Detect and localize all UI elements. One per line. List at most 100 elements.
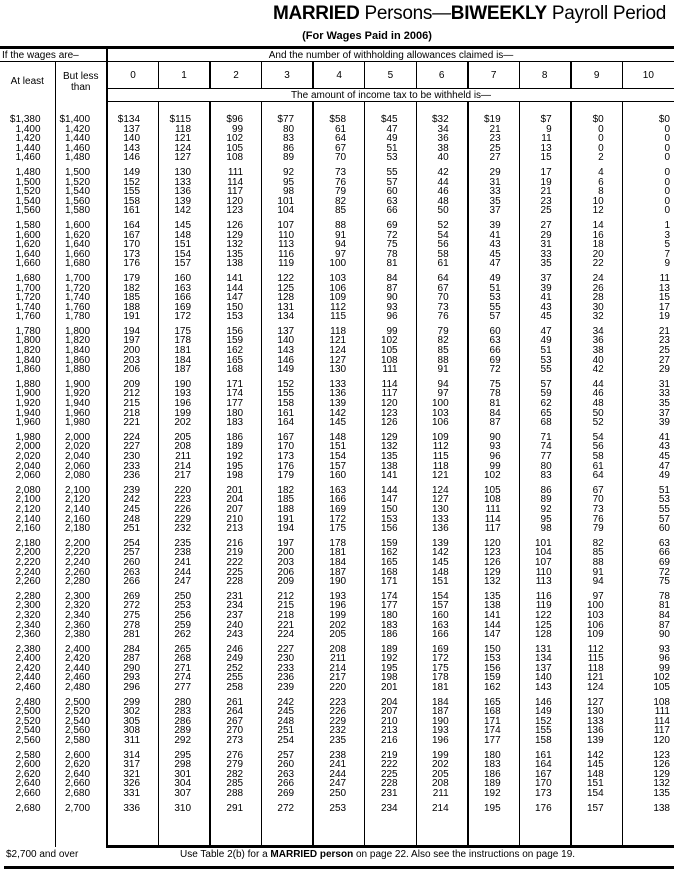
wage-but-less-than: 2,660: [54, 779, 108, 789]
table-row: 1,940 1,960 218 199 180 161 142 123 103 84 65 50 37: [0, 408, 674, 419]
tax-allowance-3: 95: [261, 177, 314, 188]
tax-allowance-8: 86: [518, 480, 571, 496]
over-limit-label: $2,700 and over: [6, 849, 79, 860]
tax-allowance-10: 66: [621, 548, 674, 558]
tax-allowance-3: 251: [261, 726, 314, 737]
tax-allowance-8: 43: [518, 302, 571, 313]
tax-allowance-0: 221: [106, 418, 159, 428]
table-row: 1,680 1,700 179 160 141 122 103 84 64 49 37 24 11: [0, 268, 674, 284]
tax-allowance-3: 116: [261, 249, 314, 260]
tax-allowance-9: 10: [569, 196, 623, 207]
tax-allowance-4: 223: [312, 692, 365, 708]
tax-allowance-7: 165: [466, 692, 520, 708]
tax-allowance-7: 87: [466, 418, 520, 428]
tax-allowance-6: 56: [415, 240, 468, 250]
wage-but-less-than: 1,620: [54, 230, 108, 241]
tax-allowance-6: 38: [415, 143, 468, 154]
tax-allowance-3: 107: [261, 215, 314, 231]
wage-at-least: 2,360: [15, 629, 41, 641]
tax-allowance-3: 239: [261, 683, 314, 693]
tax-allowance-10: 0: [621, 162, 674, 178]
tax-allowance-10: 49: [621, 471, 674, 481]
tax-allowance-0: 308: [106, 726, 159, 737]
tax-allowance-2: 249: [209, 654, 262, 664]
tax-allowance-10: 126: [621, 760, 674, 770]
spacer-cell: [54, 813, 108, 847]
wage-but-less-than: 1,680: [54, 259, 108, 269]
tax-allowance-6: 184: [415, 692, 468, 708]
wage-at-least: 2,680: [15, 802, 41, 814]
tax-allowance-1: 244: [158, 567, 211, 578]
tax-allowance-7: 168: [466, 707, 520, 717]
tax-allowance-5: 108: [364, 355, 417, 366]
tax-allowance-7: 111: [466, 505, 520, 515]
tax-allowance-7: 132: [466, 577, 520, 587]
tax-allowance-5: 153: [364, 514, 417, 525]
wage-at-least: 1,840: [15, 354, 41, 366]
tax-allowance-7: 63: [466, 336, 520, 347]
tax-allowance-1: 202: [158, 418, 211, 428]
wage-at-least: 1,740: [15, 301, 41, 313]
tax-allowance-6: 73: [415, 302, 468, 313]
tax-allowance-4: 244: [312, 770, 365, 780]
tax-allowance-9: 100: [569, 601, 623, 611]
tax-allowance-7: 41: [466, 230, 520, 241]
wage-at-least: 2,240: [15, 566, 41, 578]
title-biweekly: BIWEEKLY: [450, 3, 547, 24]
tax-allowance-2: 231: [209, 586, 262, 602]
wage-but-less-than: 1,780: [54, 312, 108, 322]
tax-allowance-6: 175: [415, 664, 468, 674]
tax-allowance-5: 49: [364, 134, 417, 144]
wage-but-less-than: 2,360: [54, 620, 108, 631]
bottom-rule: [4, 866, 674, 869]
table-row: 1,800 1,820 197 178 159 140 121 102 82 63 49 36 23: [0, 336, 674, 347]
tax-allowance-5: 213: [364, 726, 417, 737]
wage-at-least: 1,860: [15, 364, 41, 376]
tax-allowance-1: 160: [158, 268, 211, 284]
tax-allowance-3: 152: [261, 374, 314, 390]
tax-allowance-0: 311: [106, 736, 159, 746]
wage-but-less-than: 2,040: [54, 452, 108, 462]
tax-allowance-9: 112: [569, 639, 623, 655]
tax-allowance-10: 19: [621, 312, 674, 322]
tax-allowance-0: 233: [106, 461, 159, 472]
tax-allowance-7: 108: [466, 495, 520, 505]
wage-but-less-than: 1,480: [54, 153, 108, 163]
tax-allowance-5: 117: [364, 389, 417, 400]
tax-allowance-9: 58: [569, 452, 623, 462]
tax-allowance-4: 79: [312, 187, 365, 197]
tax-allowance-0: 197: [106, 336, 159, 347]
tax-allowance-0: 278: [106, 620, 159, 631]
tax-allowance-8: 51: [518, 346, 571, 356]
wage-but-less-than: 2,680: [54, 789, 108, 799]
tax-allowance-9: 115: [569, 654, 623, 664]
tax-allowance-1: 286: [158, 717, 211, 727]
allowance-column-8: 8: [518, 61, 571, 89]
tax-allowance-6: 54: [415, 230, 468, 241]
tax-allowance-7: 49: [466, 268, 520, 284]
table-row: 2,420 2,440 290 271 252 233 214 195 175 156 137 118…: [0, 664, 674, 674]
tax-allowance-1: 208: [158, 442, 211, 452]
tax-allowance-2: 216: [209, 533, 262, 549]
tax-allowance-3: 206: [261, 567, 314, 578]
tax-allowance-9: 109: [569, 630, 623, 640]
tax-allowance-5: 192: [364, 654, 417, 664]
tax-allowance-10: 81: [621, 601, 674, 611]
wage-but-less-than: 1,760: [54, 302, 108, 313]
allowance-column-6: 6: [415, 61, 468, 89]
tax-allowance-2: 117: [209, 187, 262, 197]
tax-allowance-2: 150: [209, 302, 262, 313]
tax-allowance-6: 76: [415, 312, 468, 322]
tax-allowance-7: 171: [466, 717, 520, 727]
tax-allowance-3: 173: [261, 452, 314, 462]
tax-allowance-2: 99: [209, 124, 262, 135]
tax-allowance-2: 225: [209, 567, 262, 578]
table-row: 2,360 2,380 281 262 243 224 205 186 166 147 128 109…: [0, 630, 674, 640]
tax-allowance-0: 152: [106, 177, 159, 188]
wage-but-less-than: 1,420: [54, 124, 108, 135]
tax-allowance-10: 117: [621, 726, 674, 737]
tax-allowance-7: 47: [466, 259, 520, 269]
tax-allowance-9: 76: [569, 514, 623, 525]
tax-allowance-8: 110: [518, 567, 571, 578]
tax-allowance-3: 164: [261, 418, 314, 428]
